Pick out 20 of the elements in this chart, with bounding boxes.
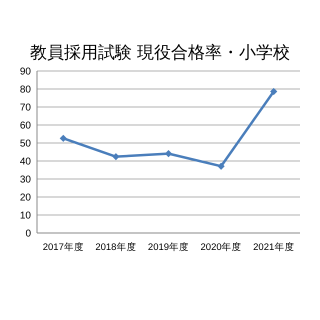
point: [60, 134, 67, 142]
y-tick-label: 80: [20, 84, 32, 96]
x-tick-label: 2019年度: [148, 241, 190, 253]
y-tick-label: 70: [20, 102, 32, 114]
y-tick-label: 10: [20, 210, 32, 222]
x-tick-label: 2018年度: [95, 241, 136, 253]
y-tick-label: 50: [20, 138, 32, 150]
x-tick-label: 2020年度: [200, 241, 242, 253]
point: [270, 88, 278, 96]
y-tick-label: 30: [20, 174, 32, 186]
x-tick-label: 2021年度: [253, 241, 294, 253]
y-tick-label: 60: [20, 120, 32, 132]
chart-title: 教員採用試験 現役合格率・小学校: [30, 43, 290, 62]
point: [218, 162, 225, 170]
y-tick-label: 0: [25, 228, 32, 240]
y-tick-label: 20: [20, 192, 32, 204]
y-tick-label: 90: [20, 66, 32, 78]
point: [112, 153, 120, 160]
x-tick-label: 2017年度: [42, 241, 84, 253]
y-tick-label: 40: [20, 156, 32, 168]
